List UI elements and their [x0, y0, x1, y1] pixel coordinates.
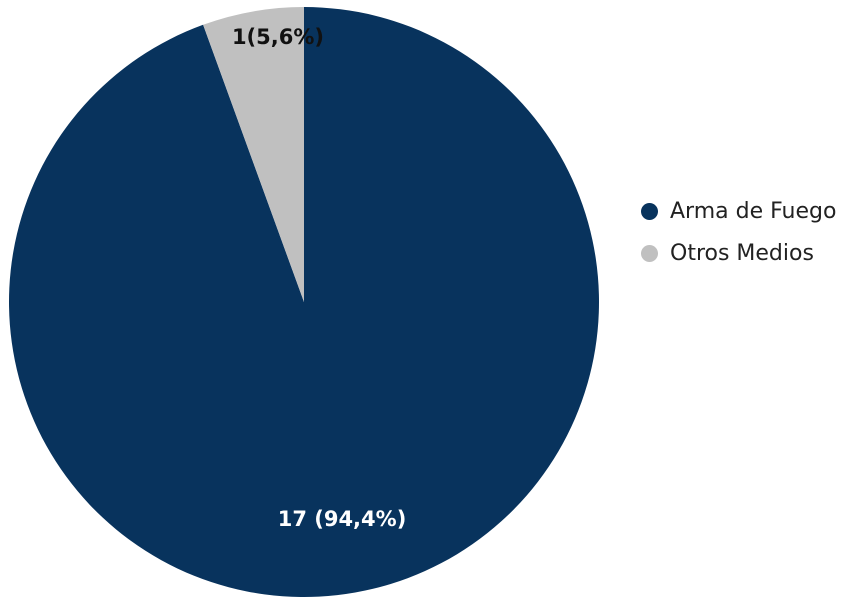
- legend: Arma de Fuego Otros Medios: [641, 196, 841, 280]
- pie-slice-otros-medios[interactable]: [203, 7, 304, 302]
- legend-item-otros-medios[interactable]: Otros Medios: [641, 238, 841, 268]
- legend-marker-arma-de-fuego: [641, 202, 658, 220]
- slice-label-arma-de-fuego: 17 (94,4%): [278, 507, 407, 531]
- slice-label-otros-medios: 1(5,6%): [232, 25, 324, 49]
- legend-label-otros-medios: Otros Medios: [670, 240, 814, 266]
- legend-item-arma-de-fuego[interactable]: Arma de Fuego: [641, 196, 841, 226]
- legend-marker-otros-medios: [641, 244, 658, 262]
- legend-label-arma-de-fuego: Arma de Fuego: [670, 198, 837, 224]
